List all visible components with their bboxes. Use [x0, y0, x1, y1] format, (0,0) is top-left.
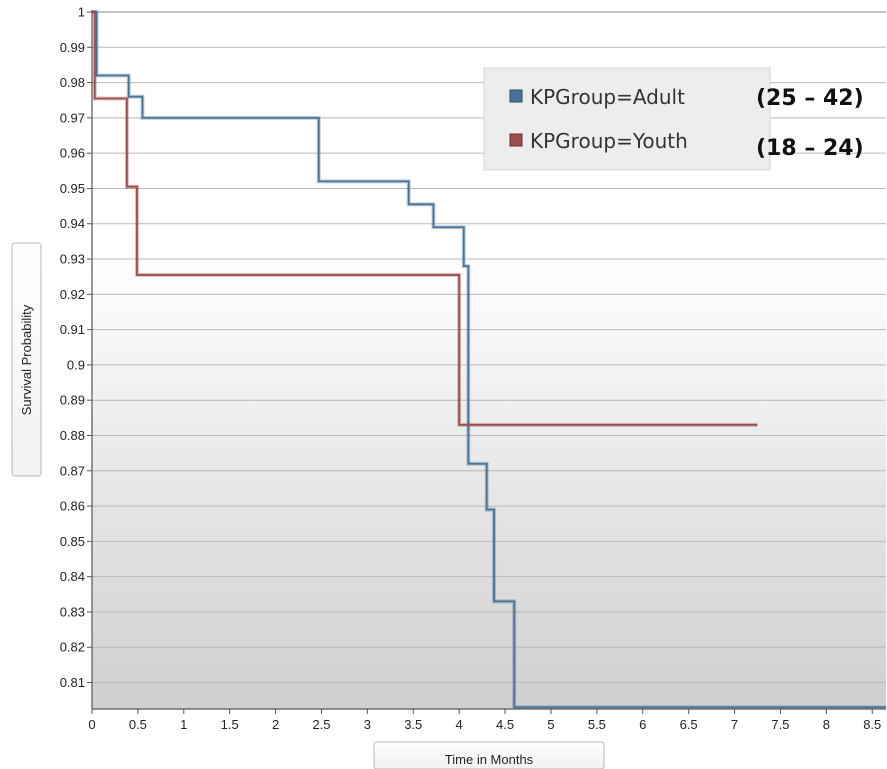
legend-swatch-adult: [509, 89, 523, 103]
y-axis-ticks: 0.81 0.82 0.83 0.84 0.85 0.86 0.87 0.88 0.89 0.9 0…: [60, 5, 92, 690]
y-tick-label: 0.83: [60, 604, 85, 619]
y-tick-label: 0.89: [60, 393, 85, 408]
x-tick-label: 3.5: [404, 717, 422, 732]
y-tick-label: 0.9: [67, 357, 85, 372]
x-tick-label: 7.5: [771, 717, 789, 732]
y-tick-label: 0.96: [60, 146, 85, 161]
annotation-youth-age-range: (18 – 24): [756, 136, 864, 161]
x-tick-label: 8.5: [863, 717, 881, 732]
x-tick-label: 1.5: [221, 717, 239, 732]
y-tick-label: 0.92: [60, 287, 85, 302]
x-tick-label: 7: [731, 717, 738, 732]
legend-swatch-youth: [509, 133, 523, 147]
y-tick-label: 0.87: [60, 463, 85, 478]
x-tick-label: 4.5: [496, 717, 514, 732]
legend: KPGroup=Adult KPGroup=Youth: [483, 67, 771, 171]
x-tick-label: 8: [823, 717, 830, 732]
x-tick-label: 6: [639, 717, 646, 732]
y-tick-label: 0.97: [60, 110, 85, 125]
x-tick-label: 1: [180, 717, 187, 732]
y-tick-label: 0.88: [60, 428, 85, 443]
x-axis-title: Time in Months: [445, 752, 534, 767]
x-axis-title-box: Time in Months: [373, 741, 605, 769]
x-tick-label: 0: [88, 717, 95, 732]
y-tick-label: 0.84: [60, 569, 85, 584]
y-tick-label: 0.81: [60, 675, 85, 690]
x-tick-label: 5: [547, 717, 554, 732]
x-tick-label: 2.5: [312, 717, 330, 732]
y-tick-label: 0.95: [60, 181, 85, 196]
y-tick-label: 0.98: [60, 75, 85, 90]
x-tick-label: 0.5: [129, 717, 147, 732]
legend-label-adult: KPGroup=Adult: [530, 85, 685, 109]
legend-box: [483, 67, 771, 171]
x-tick-label: 5.5: [588, 717, 606, 732]
series-layer: [92, 10, 886, 710]
y-tick-label: 0.85: [60, 534, 85, 549]
legend-label-youth: KPGroup=Youth: [530, 129, 688, 153]
y-tick-label: 0.91: [60, 322, 85, 337]
x-tick-label: 3: [364, 717, 371, 732]
y-axis-title-box: Survival Probability: [11, 242, 42, 477]
y-tick-label: 0.93: [60, 252, 85, 267]
x-tick-label: 4: [456, 717, 463, 732]
series-line-1: [92, 11, 758, 426]
gridlines: [92, 11, 886, 684]
x-tick-label: 2: [272, 717, 279, 732]
y-tick-label: 0.82: [60, 640, 85, 655]
series-line-0: [92, 11, 886, 709]
annotation-adult-age-range: (25 – 42): [756, 86, 864, 111]
y-tick-label: 1: [78, 5, 85, 20]
y-tick-label: 0.99: [60, 40, 85, 55]
x-tick-label: 6.5: [680, 717, 698, 732]
y-tick-label: 0.86: [60, 499, 85, 514]
y-tick-label: 0.94: [60, 216, 85, 231]
x-axis-ticks: 0 0.5 1 1.5 2 2.5 3 3.5 4 4.5 5 5.5 6 6.5 7 7.5 8 8.5: [88, 709, 881, 732]
y-axis-title: Survival Probability: [19, 304, 34, 415]
